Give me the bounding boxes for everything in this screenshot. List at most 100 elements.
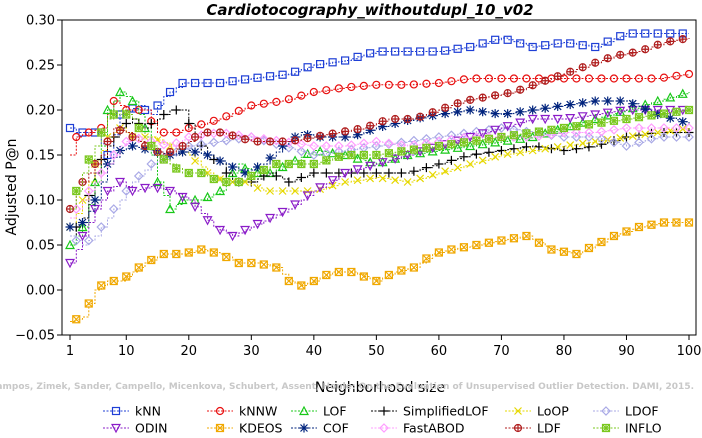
data-point-knnw	[247, 101, 256, 110]
y-tick-label: 0.10	[26, 194, 55, 209]
data-point-ldof	[121, 186, 132, 196]
data-point-ldf	[303, 134, 312, 143]
y-tick-label: 0.00	[26, 284, 55, 299]
data-point-knn	[466, 42, 475, 52]
data-point-odin	[102, 186, 113, 197]
data-point-knnw	[272, 97, 281, 107]
data-point-simplifiedlof	[384, 168, 394, 178]
data-point-knn	[416, 47, 425, 56]
data-point-kdeos	[222, 252, 231, 262]
data-point-knnw	[459, 75, 469, 84]
data-point-kdeos	[297, 281, 306, 290]
data-point-odin	[190, 202, 201, 213]
credit-text: Campos, Zimek, Sander, Campello, Micenko…	[0, 382, 694, 392]
data-point-loop	[566, 141, 575, 150]
legend-label: LoOP	[537, 404, 569, 419]
data-point-kdeos	[597, 237, 606, 247]
y-axis-title: Adjusted P@n	[4, 138, 20, 235]
data-point-knn	[190, 78, 200, 88]
data-point-odin	[177, 192, 188, 203]
data-point-loop	[303, 187, 312, 195]
data-point-kdeos	[547, 245, 556, 254]
data-point-inflo	[584, 120, 594, 129]
data-point-kdeos	[409, 263, 418, 272]
data-point-knnw	[634, 74, 644, 83]
data-point-loop	[78, 196, 87, 204]
data-point-inflo	[122, 110, 131, 119]
data-point-inflo	[522, 129, 531, 138]
x-tick-label: 70	[493, 344, 510, 359]
data-point-knnw	[397, 80, 406, 89]
data-point-knn	[240, 75, 250, 84]
data-point-knnw	[234, 106, 243, 116]
data-point-knnw	[284, 95, 293, 104]
data-point-kdeos	[247, 258, 256, 268]
data-point-inflo	[622, 114, 631, 124]
data-point-lof	[277, 161, 288, 172]
data-point-lof	[602, 110, 613, 120]
x-axis-title: Neighborhood size	[315, 380, 445, 396]
legend: kNN kNNW LOF SimplifiedLOF LoOP LDOF ODIN KDEOS…	[103, 404, 662, 436]
data-point-ldf	[353, 125, 362, 134]
data-point-inflo	[397, 147, 406, 156]
data-point-knnw	[359, 81, 368, 90]
data-point-knn	[503, 35, 512, 44]
data-point-ldof	[621, 141, 632, 151]
data-point-kdeos	[572, 249, 581, 259]
y-tick-label: 0.30	[26, 14, 55, 29]
data-point-lof	[502, 135, 513, 145]
data-point-knnw	[409, 80, 418, 89]
legend-item-kdeos: KDEOS	[207, 421, 283, 436]
data-point-simplifiedlof	[359, 168, 369, 178]
data-point-ldf	[115, 126, 125, 135]
data-point-loop	[466, 160, 475, 168]
data-point-fastabod	[171, 138, 182, 148]
data-point-loop	[528, 146, 537, 155]
data-point-loop	[353, 176, 362, 185]
legend-label: LDOF	[625, 404, 659, 419]
data-point-inflo	[209, 174, 218, 184]
data-point-fastabod	[258, 133, 269, 144]
data-point-odin	[227, 231, 238, 242]
data-point-knn	[353, 52, 362, 62]
data-point-ldof	[146, 159, 157, 169]
data-point-loop	[516, 148, 525, 157]
data-point-simplifiedlof	[421, 163, 431, 173]
data-point-ldf	[265, 137, 275, 146]
data-point-lof	[627, 102, 638, 113]
x-tick-label: 50	[368, 344, 385, 359]
data-point-ldof	[646, 133, 657, 144]
data-point-knnw	[622, 74, 631, 83]
data-point-ldf	[603, 54, 612, 63]
data-point-odin	[240, 225, 251, 236]
data-point-inflo	[434, 141, 443, 151]
data-point-ldf	[666, 37, 675, 46]
data-point-ldf	[541, 76, 550, 85]
data-point-knnw	[422, 79, 431, 88]
data-point-cof	[378, 122, 388, 131]
data-point-knn	[366, 49, 375, 58]
legend-label: KDEOS	[239, 421, 283, 435]
data-point-ldof	[83, 235, 94, 246]
legend-label: FastABOD	[403, 421, 465, 435]
data-point-lof	[665, 92, 676, 102]
data-point-knnw	[297, 91, 306, 100]
data-point-lof	[465, 140, 476, 151]
data-point-lof	[202, 191, 213, 202]
data-point-knnw	[434, 78, 443, 88]
data-point-inflo	[359, 150, 368, 160]
data-point-kdeos	[459, 243, 469, 252]
data-point-simplifiedlof	[334, 168, 344, 178]
data-point-kdeos	[197, 245, 206, 254]
data-point-cof	[340, 132, 350, 142]
data-point-kdeos	[659, 218, 669, 227]
data-point-ldof	[596, 133, 607, 144]
data-point-ldof	[208, 137, 219, 148]
data-point-lof	[102, 104, 113, 115]
data-point-inflo	[272, 159, 281, 169]
data-point-knnw	[447, 77, 456, 86]
data-point-cof	[615, 96, 625, 106]
data-point-odin	[490, 125, 501, 136]
data-point-odin	[65, 258, 75, 269]
data-point-kdeos	[609, 231, 619, 241]
